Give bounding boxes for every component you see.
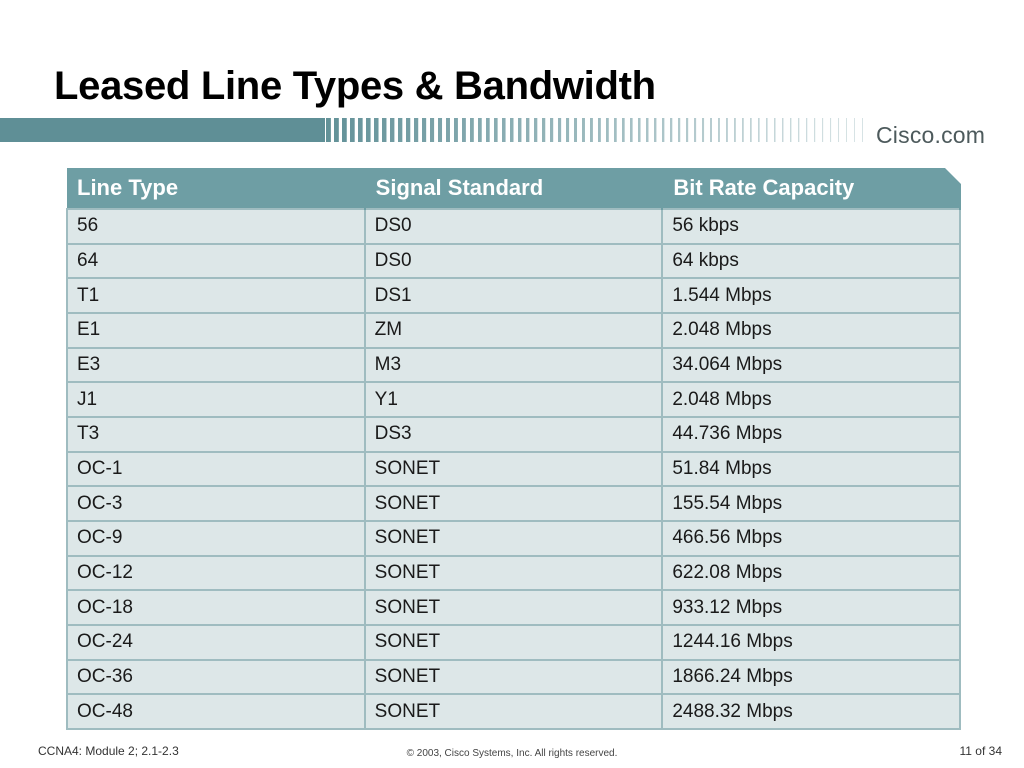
table-header-row: Line Type Signal Standard Bit Rate Capac… [67,168,961,209]
cell-line-type: 56 [66,208,366,245]
table-row: 64 DS0 64 kbps [66,243,961,280]
cell-signal-standard: Y1 [363,382,664,418]
cell-signal-standard: DS0 [363,243,664,280]
cell-signal-standard: SONET [363,694,664,730]
cell-signal-standard: SONET [363,520,664,557]
cell-bit-rate: 1244.16 Mbps [661,624,961,661]
column-header-bit-rate: Bit Rate Capacity [662,168,961,209]
bandwidth-table: Line Type Signal Standard Bit Rate Capac… [66,168,961,730]
cell-line-type: J1 [66,382,366,418]
cell-bit-rate: 51.84 Mbps [661,451,961,488]
cell-bit-rate: 2.048 Mbps [661,382,961,418]
cell-bit-rate: 56 kbps [661,208,961,245]
table-row: OC-36 SONET 1866.24 Mbps [66,659,961,696]
cell-signal-standard: SONET [363,659,664,696]
table-row: OC-1 SONET 51.84 Mbps [66,451,961,488]
table-row: OC-9 SONET 466.56 Mbps [66,520,961,557]
cell-line-type: OC-36 [66,659,366,696]
cell-bit-rate: 2488.32 Mbps [661,694,961,730]
table-row: OC-18 SONET 933.12 Mbps [66,590,961,626]
column-header-signal-standard: Signal Standard [364,168,664,209]
cell-line-type: 64 [66,243,366,280]
cell-bit-rate: 1.544 Mbps [661,278,961,314]
cell-line-type: E3 [66,347,366,384]
cell-line-type: T3 [66,416,366,453]
table-row: J1 Y1 2.048 Mbps [66,382,961,418]
cell-signal-standard: SONET [363,486,664,522]
title-banner [0,118,1024,144]
cell-line-type: E1 [66,312,366,349]
cell-bit-rate: 1866.24 Mbps [661,659,961,696]
cell-signal-standard: DS3 [363,416,664,453]
table-row: T1 DS1 1.544 Mbps [66,278,961,314]
table-row: E1 ZM 2.048 Mbps [66,312,961,349]
slide-title: Leased Line Types & Bandwidth [54,64,656,108]
cell-signal-standard: DS0 [363,208,664,245]
header-corner-notch [944,167,962,185]
cell-line-type: OC-1 [66,451,366,488]
cell-line-type: OC-12 [66,555,366,592]
cell-signal-standard: ZM [363,312,664,349]
cell-signal-standard: SONET [363,590,664,626]
table-row: 56 DS0 56 kbps [66,208,961,245]
cell-bit-rate: 64 kbps [661,243,961,280]
footer-page-number: 11 of 34 [959,744,1002,758]
banner-solid-bar [0,118,325,142]
banner-stripes [310,118,863,142]
cell-bit-rate: 622.08 Mbps [661,555,961,592]
cell-bit-rate: 2.048 Mbps [661,312,961,349]
cell-line-type: T1 [66,278,366,314]
cell-line-type: OC-9 [66,520,366,557]
bandwidth-table-container: Line Type Signal Standard Bit Rate Capac… [66,167,962,730]
cell-signal-standard: DS1 [363,278,664,314]
table-row: T3 DS3 44.736 Mbps [66,416,961,453]
cell-signal-standard: SONET [363,624,664,661]
table-row: OC-24 SONET 1244.16 Mbps [66,624,961,661]
cell-signal-standard: SONET [363,451,664,488]
cell-bit-rate: 933.12 Mbps [661,590,961,626]
cell-line-type: OC-3 [66,486,366,522]
table-row: OC-3 SONET 155.54 Mbps [66,486,961,522]
column-header-line-type: Line Type [67,168,366,209]
table-row: OC-12 SONET 622.08 Mbps [66,555,961,592]
table-row: OC-48 SONET 2488.32 Mbps [66,694,961,730]
footer-module: CCNA4: Module 2; 2.1-2.3 [38,744,179,758]
cell-line-type: OC-48 [66,694,366,730]
cell-bit-rate: 44.736 Mbps [661,416,961,453]
cell-line-type: OC-18 [66,590,366,626]
cell-line-type: OC-24 [66,624,366,661]
footer-copyright: © 2003, Cisco Systems, Inc. All rights r… [406,748,618,759]
cell-bit-rate: 34.064 Mbps [661,347,961,384]
cell-signal-standard: M3 [363,347,664,384]
cell-bit-rate: 466.56 Mbps [661,520,961,557]
cell-signal-standard: SONET [363,555,664,592]
table-row: E3 M3 34.064 Mbps [66,347,961,384]
cell-bit-rate: 155.54 Mbps [661,486,961,522]
brand-logo: Cisco.com [876,122,986,148]
